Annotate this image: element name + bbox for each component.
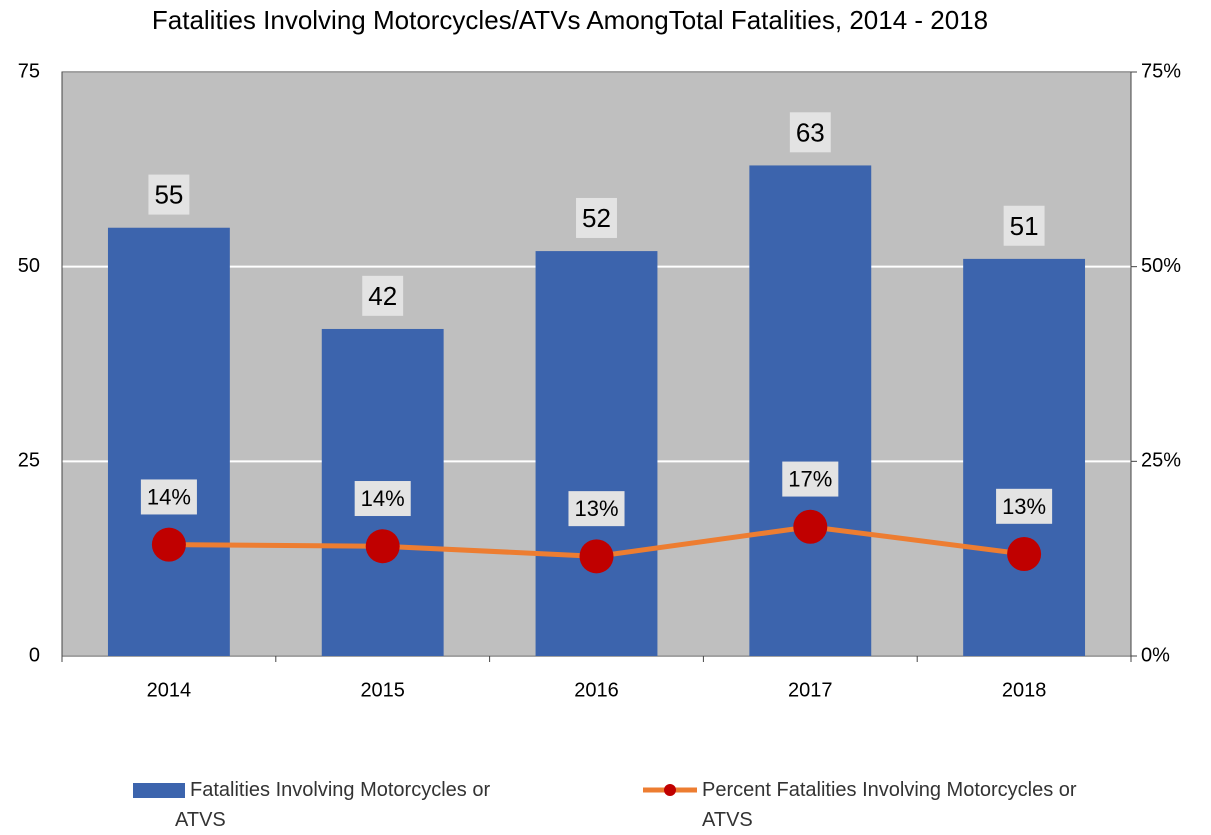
data-label: 52: [582, 203, 611, 233]
data-label: 13%: [1002, 494, 1046, 519]
y-tick-label: 50: [18, 255, 40, 277]
data-label-box: [789, 112, 831, 153]
data-label-box: [568, 491, 625, 527]
data-label: 14%: [147, 484, 191, 509]
y-tick-label: 75: [18, 60, 40, 82]
data-label: 55: [154, 180, 183, 210]
bar: [963, 258, 1086, 656]
x-tick-label: 2017: [788, 679, 833, 701]
x-tick-label: 2015: [360, 679, 405, 701]
y2-tick-label: 25%: [1141, 450, 1181, 472]
y-tick-label: 0: [29, 644, 40, 666]
data-label: 42: [368, 281, 397, 311]
data-label-box: [1003, 205, 1045, 246]
data-label-box: [148, 174, 190, 215]
bar: [749, 165, 872, 656]
legend-swatch: [664, 784, 676, 796]
marker: [151, 527, 186, 562]
data-label-box: [140, 479, 197, 515]
data-label: 14%: [361, 486, 405, 511]
chart-title: Fatalities Involving Motorcycles/ATVs Am…: [152, 5, 988, 35]
y2-tick-label: 0%: [1141, 644, 1170, 666]
marker: [579, 539, 614, 574]
x-tick-label: 2018: [1002, 679, 1047, 701]
legend-label: Fatalities Involving Motorcycles or ATVS: [175, 779, 491, 831]
y2-tick-label: 50%: [1141, 255, 1181, 277]
legend-label: Percent Fatalities Involving Motorcycles…: [702, 779, 1077, 831]
marker: [365, 529, 400, 564]
data-label-box: [996, 488, 1053, 524]
x-tick-label: 2016: [574, 679, 619, 701]
legend-swatch: [133, 783, 185, 798]
data-label: 51: [1010, 211, 1039, 241]
data-label: 17%: [788, 467, 832, 492]
x-tick-label: 2014: [147, 679, 192, 701]
marker: [793, 509, 828, 544]
data-label: 13%: [574, 496, 618, 521]
bar: [107, 227, 230, 656]
data-label-box: [354, 481, 411, 517]
y2-tick-label: 75%: [1141, 60, 1181, 82]
data-label-box: [362, 275, 404, 316]
bar: [535, 251, 658, 657]
marker: [1007, 536, 1042, 571]
data-label-box: [782, 461, 839, 497]
data-label-box: [576, 197, 617, 238]
y-tick-label: 25: [18, 450, 40, 472]
data-label: 63: [796, 117, 825, 147]
